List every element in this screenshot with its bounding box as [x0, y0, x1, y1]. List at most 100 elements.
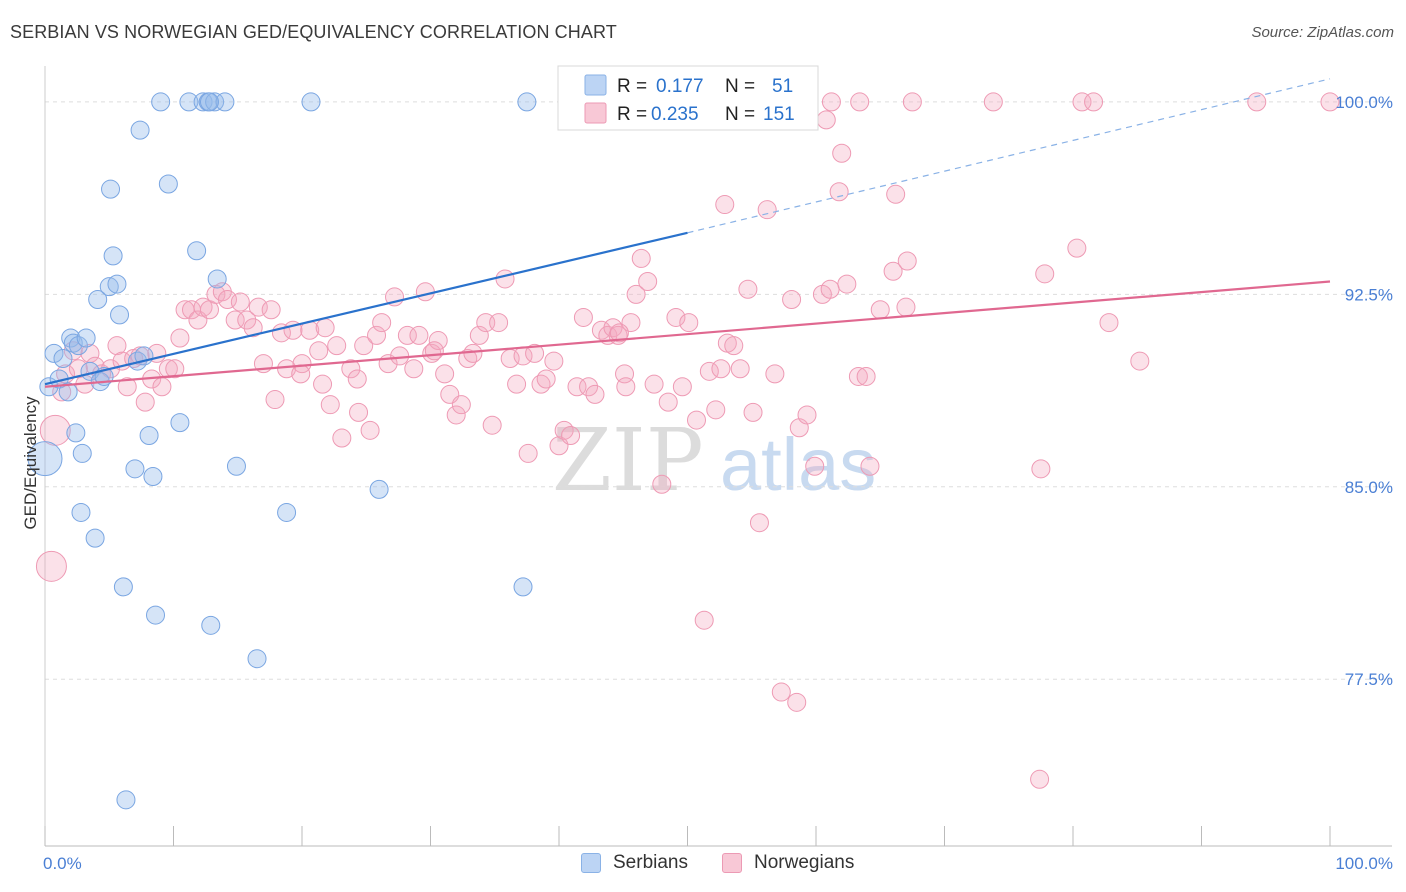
serbian-point [61, 328, 81, 348]
legend-item-serbians[interactable]: Serbians [581, 852, 688, 874]
norwegians-trend-line [44, 280, 1331, 388]
norwegian-point [243, 318, 263, 338]
norwegian-point [332, 428, 352, 448]
norwegian-point [390, 346, 410, 366]
serbian-point [215, 92, 235, 112]
serbians-n-label: N = [725, 76, 755, 97]
source-credit: Source: ZipAtlas.com [1251, 24, 1394, 41]
norwegian-point [349, 402, 369, 422]
serbian-point [187, 241, 207, 261]
norwegian-point [715, 195, 735, 215]
norwegian-point [446, 405, 466, 425]
serbian-point [193, 92, 213, 112]
serbian-point [71, 502, 91, 522]
norwegians-r-label: R = [617, 104, 647, 125]
norwegian-point [409, 325, 429, 345]
norwegian-point [902, 92, 922, 112]
norwegian-point [724, 336, 744, 356]
norwegian-point [424, 341, 444, 361]
norwegian-point [699, 361, 719, 381]
norwegian-point [771, 682, 791, 702]
norwegian-point [1130, 351, 1150, 371]
norwegian-point [658, 392, 678, 412]
norwegian-point [797, 405, 817, 425]
norwegian-point [1030, 769, 1050, 789]
norwegian-point [554, 420, 574, 440]
serbian-point [53, 349, 73, 368]
serbian-point [101, 179, 121, 199]
norwegian-point [367, 325, 387, 345]
serbian-point [58, 382, 78, 402]
norwegian-point [152, 377, 172, 397]
legend-swatch-serbians [581, 853, 601, 873]
legend-item-norwegians[interactable]: Norwegians [722, 852, 854, 874]
norwegian-point [652, 474, 672, 494]
norwegian-point [237, 310, 257, 330]
norwegian-point [848, 366, 868, 386]
norwegian-point [518, 443, 538, 463]
serbian-point [110, 305, 130, 325]
norwegian-point [897, 251, 917, 271]
norwegian-point [738, 279, 758, 299]
norwegian-point [292, 354, 312, 374]
norwegian-point [870, 300, 890, 320]
norwegian-point [856, 366, 876, 386]
norwegian-point [170, 328, 190, 348]
serbian-point [179, 92, 199, 112]
serbian-point [66, 423, 86, 443]
serbian-point [301, 92, 321, 112]
legend-label-serbians: Serbians [613, 852, 688, 873]
norwegian-point [320, 395, 340, 415]
norwegian-point [832, 143, 852, 163]
norwegian-point [315, 318, 335, 338]
serbian-point [170, 413, 190, 433]
serbian-point [158, 174, 178, 194]
norwegian-point [313, 374, 333, 394]
norwegian-point [1320, 92, 1340, 112]
norwegian-point [782, 289, 802, 309]
stats-legend: R = 0.177 N = 51 R = 0.235 N = 151 [557, 65, 819, 131]
serbian-point [113, 577, 133, 597]
norwegian-point [327, 336, 347, 356]
norwegian-point [585, 384, 605, 404]
norwegian-point [372, 313, 392, 333]
serbians-trend-line [44, 231, 688, 386]
serbian-point [130, 120, 150, 140]
norwegian-point [749, 513, 769, 533]
serbian-point [146, 605, 166, 625]
norwegian-point [158, 359, 178, 379]
serbian-point [369, 479, 389, 499]
serbian-point [88, 289, 108, 309]
norwegian-point [265, 390, 285, 410]
norwegian-point [489, 313, 509, 333]
norwegian-point [525, 343, 545, 363]
serbian-point [205, 92, 225, 112]
norwegian-point [1035, 264, 1055, 284]
serbian-point [513, 577, 533, 597]
norwegian-point [821, 92, 841, 112]
norwegian-point [616, 377, 636, 397]
norwegian-point [860, 456, 880, 476]
bottom-legend: Serbians Norwegians [0, 850, 1406, 880]
norwegian-point [609, 323, 629, 343]
norwegian-point [544, 351, 564, 371]
norwegians-swatch [584, 102, 607, 124]
serbian-point [277, 502, 297, 522]
norwegian-point [850, 92, 870, 112]
serbian-point [99, 277, 119, 297]
norwegian-point [435, 364, 455, 384]
norwegian-point [225, 310, 245, 330]
serbian-point [72, 443, 92, 463]
norwegian-point [706, 400, 726, 420]
serbian-point [125, 459, 145, 479]
serbians-n-value: 51 [772, 76, 793, 97]
norwegian-point [230, 292, 250, 312]
norwegian-point [1247, 92, 1267, 112]
norwegians-points [35, 92, 1340, 789]
serbian-point [68, 336, 88, 356]
serbian-point [85, 528, 105, 548]
norwegian-point [536, 369, 556, 389]
serbian-point [151, 92, 171, 112]
norwegian-point [341, 359, 361, 379]
legend-swatch-norwegians [722, 853, 742, 873]
